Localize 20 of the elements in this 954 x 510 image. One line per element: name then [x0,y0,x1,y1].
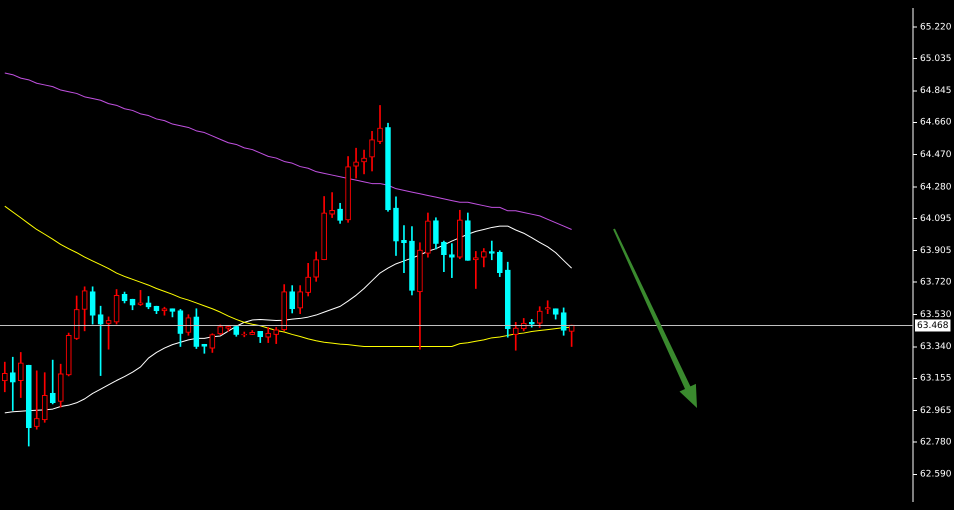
y-tick-label: 62.965 [920,406,952,416]
y-tick-label: 63.155 [920,374,952,384]
y-tick-label: 64.845 [920,86,952,96]
y-tick-label: 63.340 [920,342,952,352]
y-tick-label: 65.035 [920,54,952,64]
y-tick-label: 62.590 [920,470,952,480]
y-tick-label: 64.280 [920,182,952,192]
y-tick-label: 63.720 [920,278,952,288]
y-tick-label: 64.095 [920,214,952,224]
y-tick-label: 64.660 [920,118,952,128]
y-tick-label: 65.220 [920,22,952,32]
y-tick-label: 63.530 [920,310,952,320]
y-tick-label: 63.905 [920,246,952,256]
candlestick [361,150,367,174]
candlestick [353,148,359,178]
candlestick [401,225,407,274]
y-tick-label: 64.470 [920,150,952,160]
ref-line-label: 63.468 [917,320,949,331]
candlestick [106,316,112,350]
y-tick-label: 62.780 [920,437,952,448]
